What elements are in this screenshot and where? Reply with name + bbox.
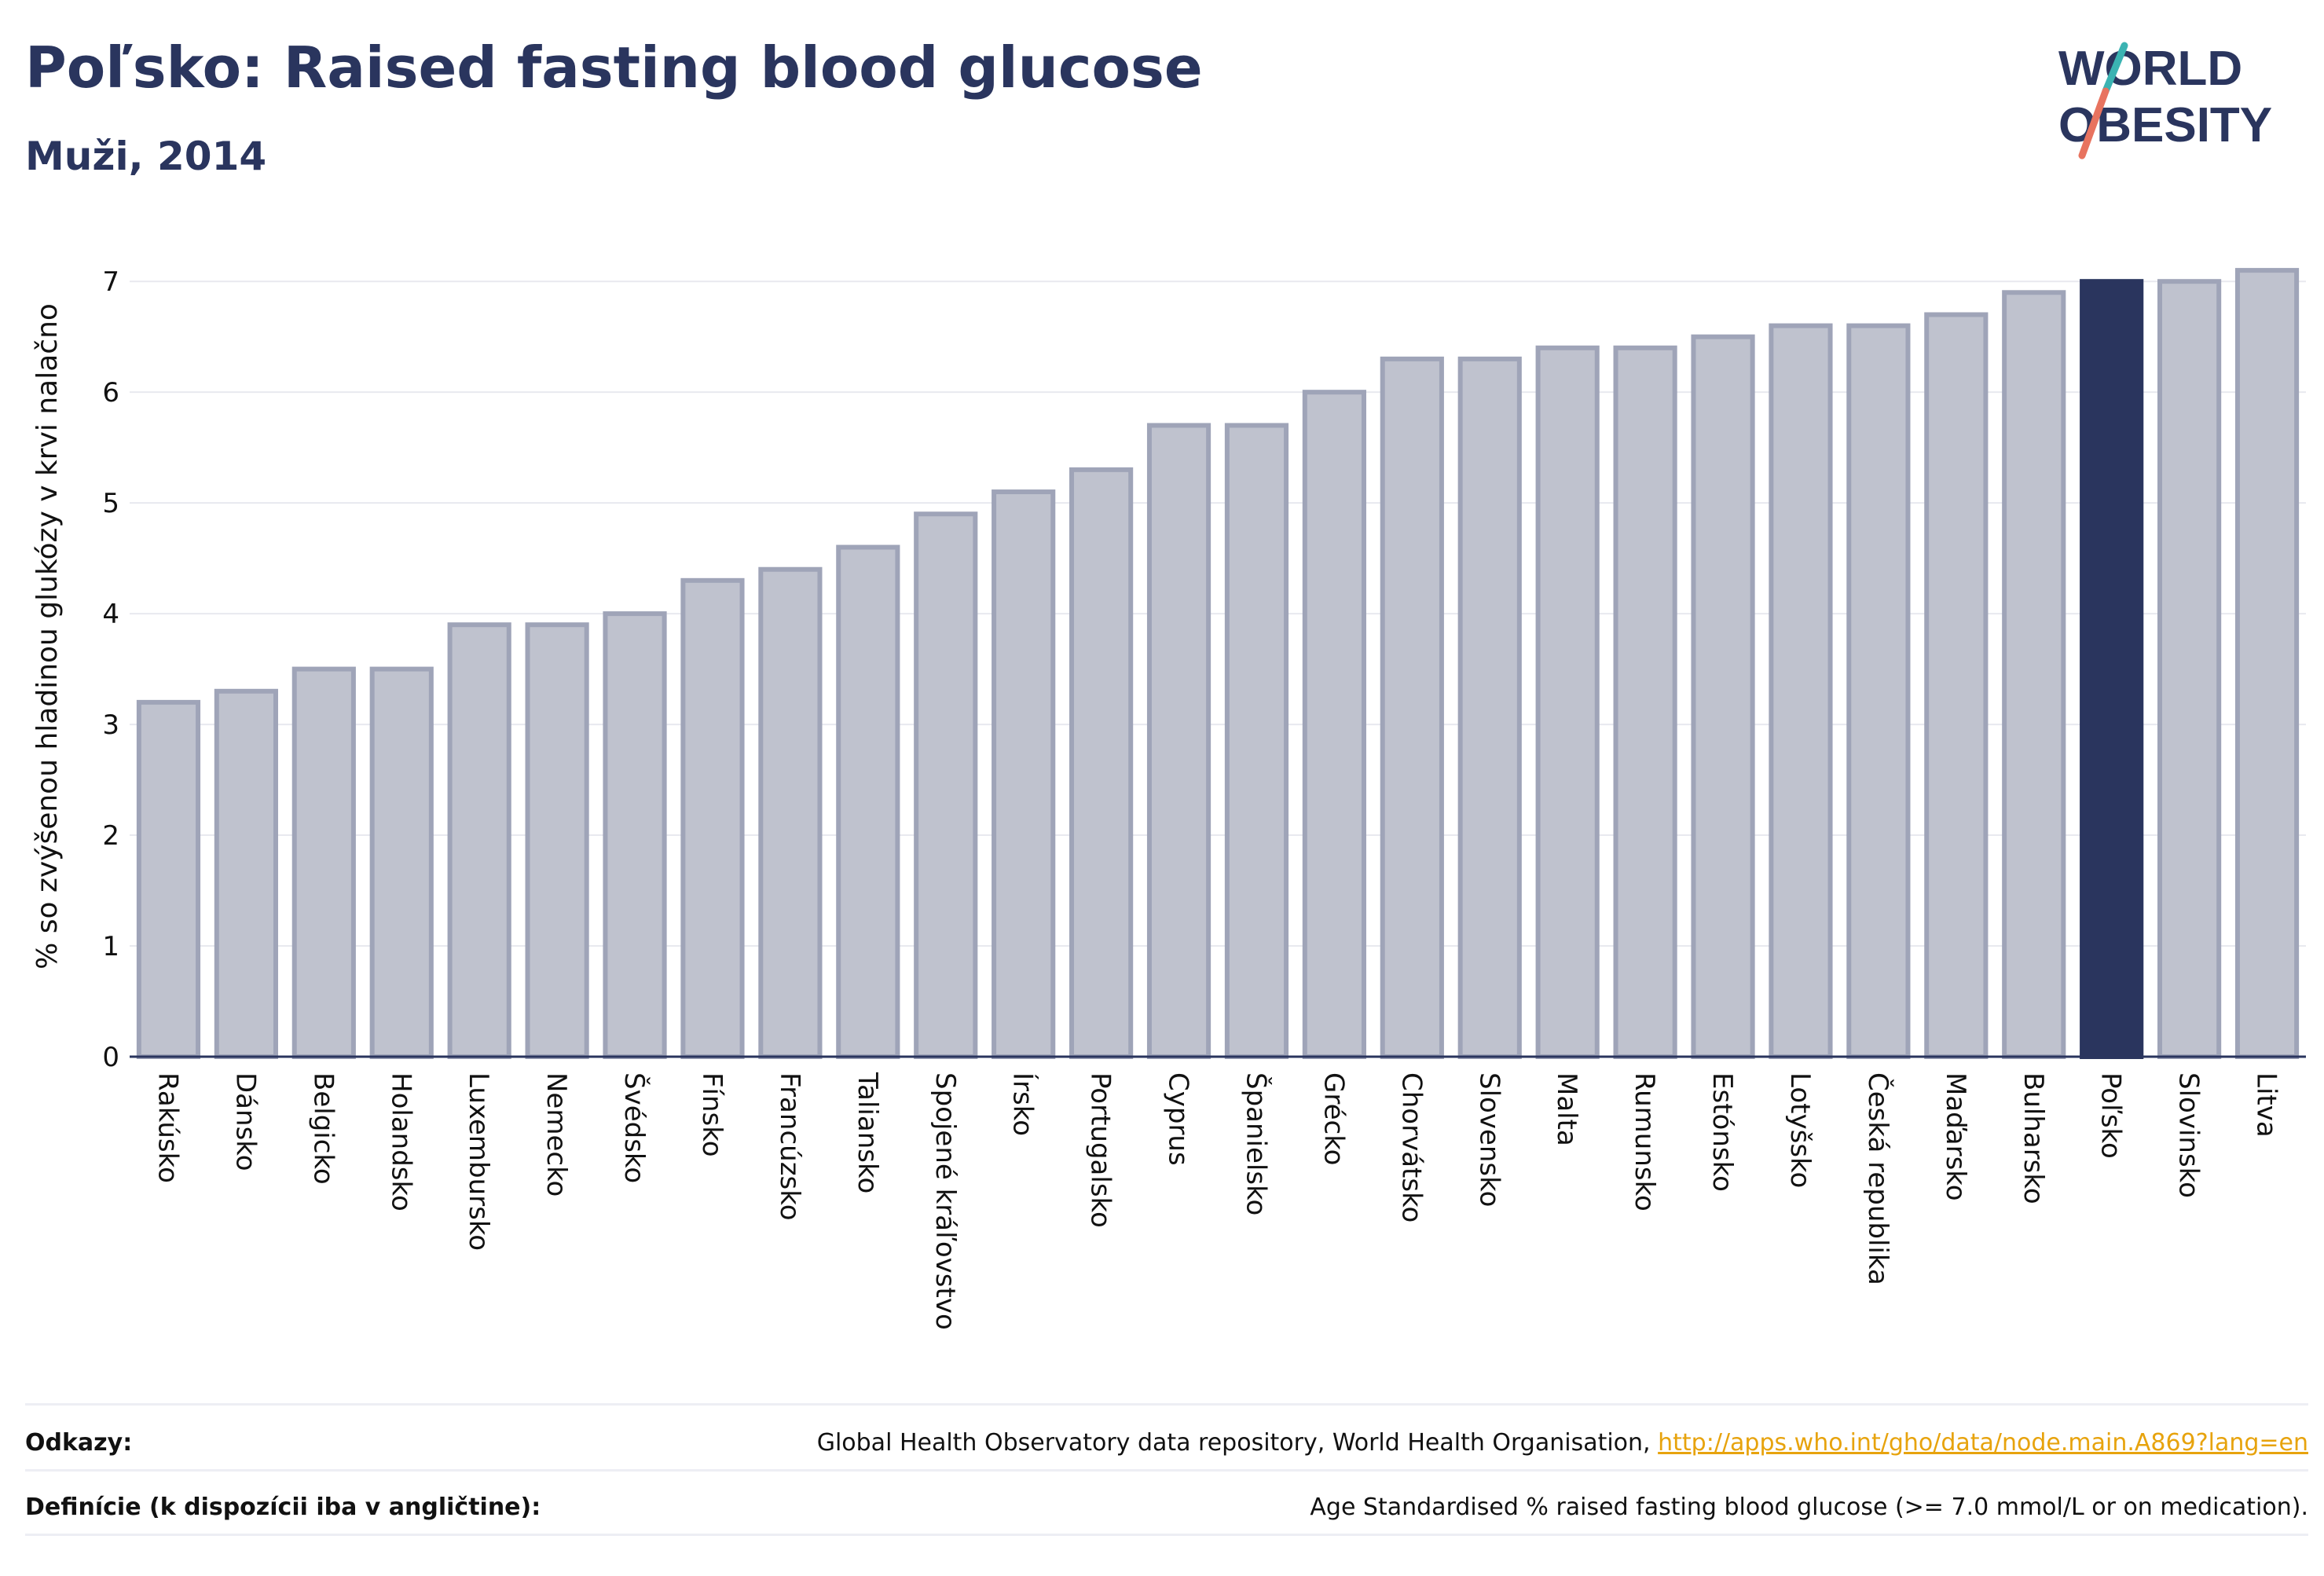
x-tick-label: Chorvátsko (1395, 1072, 1427, 1222)
world-obesity-logo: WORLD OBESITY (2058, 42, 2272, 159)
x-tick-label: Poľsko (2095, 1072, 2127, 1159)
x-tick-label: Malta (1551, 1072, 1582, 1146)
x-tick-label: Lotyšsko (1784, 1072, 1816, 1188)
bar-19[interactable] (1535, 345, 1600, 1059)
bar-14[interactable] (1146, 423, 1211, 1059)
bar-16[interactable] (1302, 390, 1366, 1059)
x-tick-label: Grécko (1318, 1072, 1349, 1165)
bar-21[interactable] (1691, 334, 1755, 1059)
bar-8[interactable] (680, 577, 745, 1059)
x-tick-label: Litva (2251, 1072, 2282, 1138)
definitions-text: Age Standardised % raised fasting blood … (1310, 1493, 2308, 1521)
references-label: Odkazy: (25, 1428, 133, 1457)
x-tick-label: Španielsko (1240, 1072, 1272, 1215)
y-tick-label: 2 (102, 820, 119, 852)
references-text: Global Health Observatory data repositor… (816, 1428, 1651, 1457)
x-tick-label: Holandsko (385, 1072, 416, 1211)
bar-9[interactable] (758, 566, 823, 1059)
x-tick-label: Belgicko (307, 1072, 339, 1185)
page-title: Poľsko: Raised fasting blood glucose (25, 35, 1203, 101)
x-tick-label: Rumunsko (1629, 1072, 1660, 1211)
x-tick-label: Česká republika (1862, 1072, 1894, 1285)
y-tick-label: 6 (102, 377, 119, 409)
y-tick-label: 3 (102, 709, 119, 741)
references-row: Odkazy: Global Health Observatory data r… (25, 1411, 2308, 1474)
bar-11[interactable] (914, 511, 978, 1059)
bar-10[interactable] (836, 544, 900, 1059)
bar-1[interactable] (136, 699, 201, 1060)
y-tick-label: 7 (102, 266, 119, 298)
bar-25[interactable] (2002, 290, 2066, 1059)
x-tick-label: Dánsko (229, 1072, 261, 1171)
divider-middle (25, 1469, 2308, 1472)
bar-2[interactable] (214, 688, 278, 1060)
references-value: Global Health Observatory data repositor… (817, 1429, 2308, 1457)
x-tick-label: Rakúsko (152, 1072, 183, 1183)
y-tick-label: 1 (102, 931, 119, 962)
x-tick-label: Taliansko (852, 1072, 883, 1193)
x-tick-label: Írsko (1007, 1072, 1039, 1136)
x-tick-label: Bulharsko (2018, 1072, 2049, 1204)
bar-12[interactable] (992, 489, 1056, 1059)
x-tick-label: Luxembursko (463, 1072, 494, 1251)
y-tick-label: 0 (102, 1042, 119, 1073)
bar-7[interactable] (603, 611, 667, 1059)
definitions-row: Definície (k dispozícii iba v angličtine… (25, 1475, 2308, 1538)
bar-28[interactable] (2234, 268, 2300, 1059)
x-tick-label: Slovensko (1473, 1072, 1505, 1207)
x-tick-label: Švédsko (618, 1072, 651, 1183)
divider-bottom (25, 1534, 2308, 1536)
x-tick-label: Nemecko (541, 1072, 572, 1197)
bar-5[interactable] (447, 622, 511, 1059)
bar-24[interactable] (1924, 312, 1989, 1060)
y-axis-label: % so zvýšenou hladinou glukózy v krvi na… (31, 303, 64, 969)
x-tick-label: Maďarsko (1940, 1072, 1971, 1201)
logo-slash-bottom (2078, 87, 2110, 159)
bar-chart: 0 1 2 3 4 5 6 7 Rakúsko Dánsko Belgicko Holandsko L… (31, 266, 2306, 1330)
x-axis-labels: Rakúsko Dánsko Belgicko Holandsko Luxembursk… (152, 1072, 2282, 1330)
page-subtitle: Muži, 2014 (25, 134, 267, 179)
x-tick-label: Portugalsko (1085, 1072, 1116, 1228)
bar-6[interactable] (525, 622, 589, 1059)
x-tick-label: Spojené kráľovstvo (929, 1072, 961, 1330)
bar-15[interactable] (1224, 423, 1289, 1059)
y-tick-label: 5 (102, 488, 119, 519)
divider-top (25, 1403, 2308, 1406)
references-link[interactable]: http://apps.who.int/gho/data/node.main.A… (1658, 1428, 2308, 1457)
bars (136, 268, 2300, 1060)
x-tick-label: Slovinsko (2173, 1072, 2205, 1198)
x-tick-label: Francúzsko (774, 1072, 805, 1221)
bar-4[interactable] (369, 666, 434, 1059)
bar-3[interactable] (291, 666, 356, 1059)
x-tick-label: Cyprus (1163, 1072, 1194, 1166)
bar-20[interactable] (1613, 345, 1677, 1059)
y-tick-label: 4 (102, 599, 119, 630)
bar-17[interactable] (1380, 356, 1444, 1059)
x-tick-label: Estónsko (1706, 1072, 1738, 1192)
x-tick-label: Fínsko (696, 1072, 728, 1157)
definitions-label: Definície (k dispozícii iba v angličtine… (25, 1493, 541, 1521)
logo-slash-top (2102, 42, 2128, 95)
logo-word-world: WORLD (2058, 42, 2242, 96)
bar-23[interactable] (1846, 323, 1911, 1060)
bar-26[interactable] (2080, 279, 2144, 1059)
bar-13[interactable] (1069, 467, 1134, 1059)
bar-27[interactable] (2157, 279, 2222, 1059)
bar-22[interactable] (1769, 323, 1833, 1060)
bar-18[interactable] (1457, 356, 1522, 1059)
y-axis-ticks: 0 1 2 3 4 5 6 7 (102, 266, 119, 1073)
